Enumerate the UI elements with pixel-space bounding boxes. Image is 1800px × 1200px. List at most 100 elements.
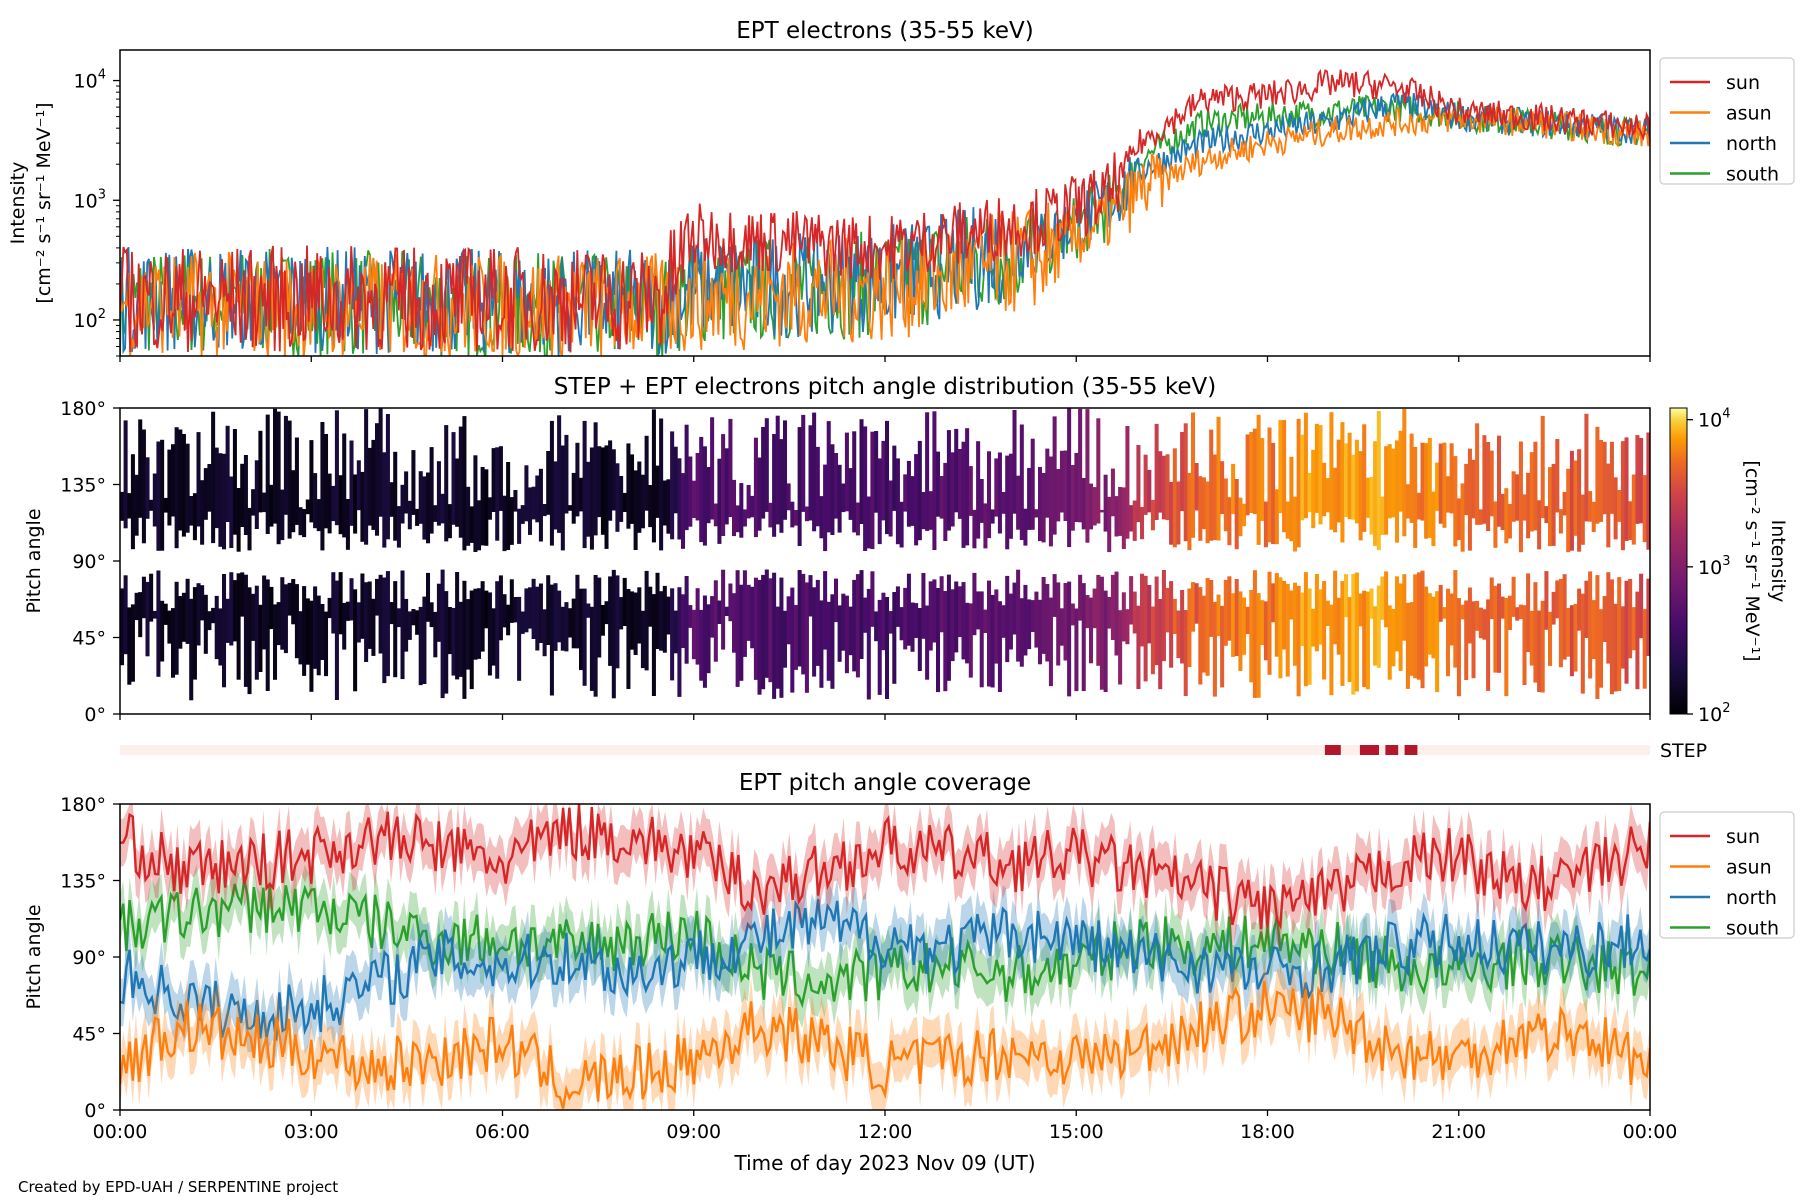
pad-cell xyxy=(1216,416,1221,541)
pad-cell xyxy=(560,606,565,651)
colorbar-tick-label: 104 xyxy=(1698,407,1730,432)
pad-cell xyxy=(1118,610,1123,685)
pad-cell xyxy=(531,578,536,639)
pad-cell xyxy=(1555,439,1560,513)
pad-cell xyxy=(1424,443,1429,539)
pad-cell xyxy=(571,598,576,649)
pad-cell xyxy=(859,419,864,524)
pad-cell xyxy=(371,439,376,530)
pad-cell xyxy=(932,411,937,550)
pad-cell xyxy=(1234,579,1239,656)
x-tick-label: 21:00 xyxy=(1431,1121,1486,1143)
pad-cell xyxy=(1569,450,1574,551)
pad-cell xyxy=(1533,441,1538,531)
pad-cell xyxy=(895,586,900,627)
pad-cell xyxy=(987,451,992,539)
pad-cell xyxy=(1522,494,1527,521)
pad-cell xyxy=(1176,610,1181,659)
pad-cell xyxy=(1373,441,1378,546)
pad-cell xyxy=(859,570,864,659)
pad-cell xyxy=(724,448,729,525)
pad-cell xyxy=(1016,569,1021,662)
pad-cell xyxy=(870,571,875,627)
pad-cell xyxy=(436,461,441,526)
pad-cell xyxy=(1023,584,1028,656)
pad-cell xyxy=(338,572,343,635)
pad-cell xyxy=(1507,504,1512,539)
pad-cell xyxy=(305,499,310,515)
pad-cell xyxy=(1391,609,1396,667)
pad-cell xyxy=(881,592,886,651)
pad-cell xyxy=(750,495,755,518)
pad-cell xyxy=(965,428,970,546)
pad-cell xyxy=(1063,583,1068,661)
pad-cell xyxy=(753,577,758,680)
pad-cell xyxy=(608,440,613,521)
pad-cell xyxy=(677,458,682,540)
pad-cell xyxy=(600,605,605,636)
pad-cell xyxy=(1446,588,1451,677)
pad-cell xyxy=(149,573,154,622)
pad-cell xyxy=(1249,432,1254,513)
pad-cell xyxy=(1318,425,1323,525)
pad-cell xyxy=(1296,585,1301,697)
pad-cell xyxy=(1158,451,1163,513)
pad-cell xyxy=(589,447,594,550)
pad-cell xyxy=(353,474,358,534)
pad-cell xyxy=(855,502,860,536)
pad-cell xyxy=(1220,461,1225,514)
pad-cell xyxy=(254,460,259,529)
pad-cell xyxy=(815,579,820,666)
pad-cell xyxy=(287,582,292,616)
pad-cell xyxy=(783,420,788,520)
y-tick-label: 90° xyxy=(72,947,106,969)
pad-cell xyxy=(345,601,350,621)
pad-cell xyxy=(946,430,951,531)
pad-cell xyxy=(1121,592,1126,642)
pad-cell xyxy=(484,469,489,546)
pad-cell xyxy=(979,591,984,688)
pad-cell xyxy=(222,453,227,550)
pad-cell xyxy=(258,604,263,672)
pad-cell xyxy=(1442,442,1447,528)
pad-cell xyxy=(1580,494,1585,545)
pad-cell xyxy=(1609,579,1614,695)
pad-cell xyxy=(1456,598,1461,697)
coverage-line-north xyxy=(120,899,1650,1041)
credit-text: Created by EPD-UAH / SERPENTINE project xyxy=(18,1178,338,1196)
pad-cell xyxy=(1595,426,1600,524)
pad-cell xyxy=(684,424,689,531)
intensity-y-ticks: 102 103 104 xyxy=(74,68,120,357)
pad-cell xyxy=(812,412,817,532)
pad-cell xyxy=(1103,590,1108,692)
pad-cell xyxy=(841,483,846,513)
pad-cell xyxy=(721,569,726,650)
pad-cell xyxy=(1172,448,1177,548)
pad-cell xyxy=(360,573,365,639)
pad-cell xyxy=(1446,476,1451,513)
pad-cell xyxy=(1613,603,1618,692)
pad-cell xyxy=(1522,605,1527,685)
pad-cell xyxy=(819,600,824,688)
pad-cell xyxy=(739,483,744,538)
pad-cell xyxy=(407,500,412,530)
x-tick-label: 12:00 xyxy=(858,1121,913,1143)
pad-cell xyxy=(1150,499,1155,531)
x-tick-label: 09:00 xyxy=(666,1121,721,1143)
pad-cell xyxy=(1205,481,1210,544)
pad-panel-title: STEP + EPT electrons pitch angle distrib… xyxy=(554,374,1216,400)
legend-label-asun: asun xyxy=(1726,857,1772,879)
pad-cell xyxy=(1209,580,1214,637)
pad-y-ticks: 0° 45° 90° 135° 180° xyxy=(60,398,120,726)
pad-cell xyxy=(936,451,941,517)
pad-cell xyxy=(655,465,660,518)
pad-cell xyxy=(331,485,336,522)
pad-cell xyxy=(247,507,252,551)
pad-cell xyxy=(269,586,274,630)
pad-cell xyxy=(633,592,638,655)
pad-cell xyxy=(477,500,482,551)
pad-cell xyxy=(1584,580,1589,638)
pad-cell xyxy=(779,577,784,698)
pad-cell xyxy=(925,412,930,531)
pad-cell xyxy=(841,593,846,651)
